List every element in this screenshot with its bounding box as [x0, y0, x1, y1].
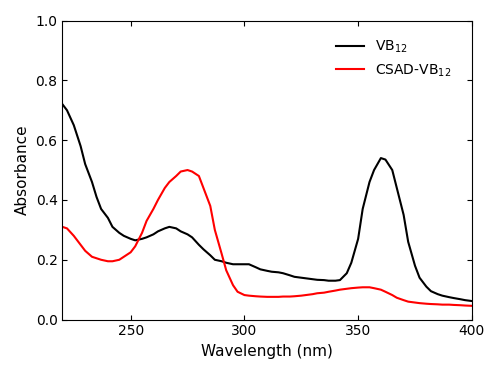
Y-axis label: Absorbance: Absorbance [15, 125, 30, 215]
X-axis label: Wavelength (nm): Wavelength (nm) [201, 344, 333, 359]
Legend: VB$_{12}$, CSAD-VB$_{12}$: VB$_{12}$, CSAD-VB$_{12}$ [330, 33, 456, 84]
